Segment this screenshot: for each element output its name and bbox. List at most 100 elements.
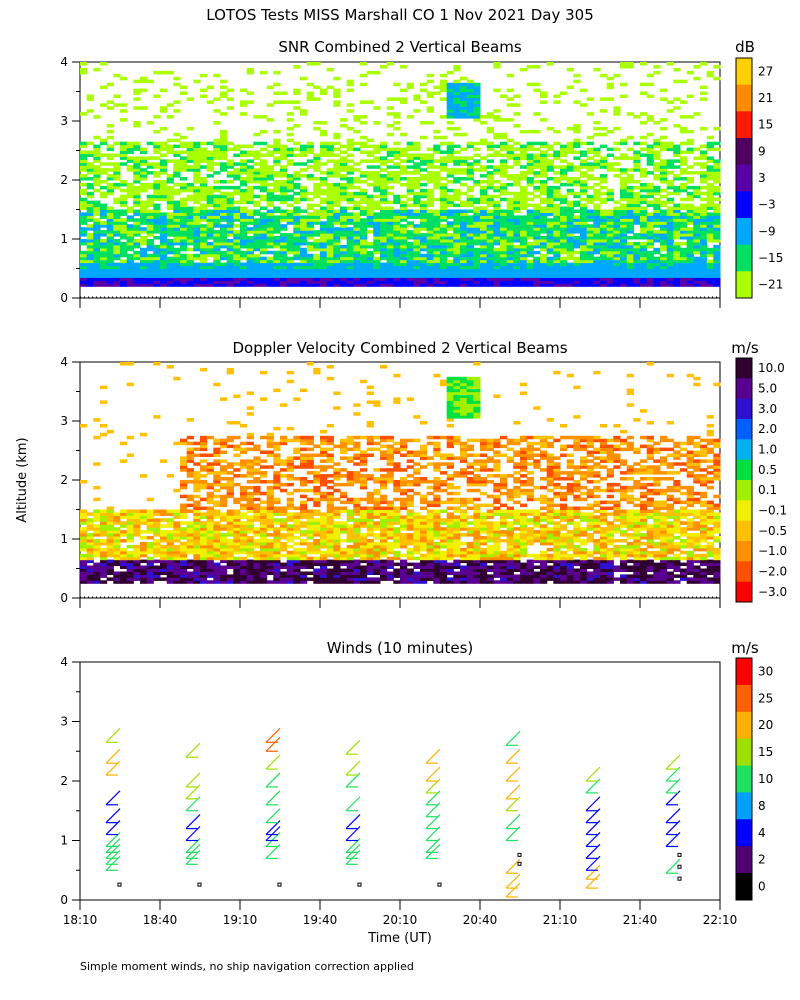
heatmap-cell: [573, 236, 581, 240]
heatmap-cell: [640, 153, 648, 157]
heatmap-cell: [333, 568, 341, 572]
heatmap-cell: [486, 233, 494, 237]
heatmap-cell: [460, 241, 468, 246]
heatmap-cell: [186, 283, 194, 287]
heatmap-cell: [186, 565, 194, 569]
heatmap-cell: [513, 277, 521, 281]
heatmap-cell: [186, 97, 194, 101]
heatmap-cell: [466, 244, 474, 249]
heatmap-cell: [526, 230, 534, 234]
heatmap-cell: [620, 277, 628, 281]
heatmap-cell: [500, 94, 508, 98]
heatmap-cell: [333, 577, 341, 581]
heatmap-cell: [586, 239, 594, 243]
heatmap-cell: [673, 227, 681, 231]
heatmap-cell: [540, 239, 548, 243]
heatmap-cell: [160, 256, 168, 261]
heatmap-cell: [506, 73, 514, 78]
heatmap-cell: [700, 97, 708, 101]
heatmap-cell: [200, 233, 208, 237]
heatmap-cell: [333, 247, 341, 252]
heatmap-cell: [180, 239, 188, 243]
heatmap-cell: [180, 271, 188, 275]
heatmap-cell: [620, 283, 628, 287]
heatmap-cell: [380, 185, 388, 190]
heatmap-cell: [413, 571, 421, 575]
heatmap-cell: [113, 277, 121, 281]
heatmap-cell: [600, 236, 608, 240]
heatmap-cell: [133, 159, 141, 163]
heatmap-cell: [480, 218, 488, 222]
heatmap-cell: [420, 577, 428, 581]
heatmap-cell: [266, 182, 274, 187]
heatmap-cell: [573, 268, 581, 272]
heatmap-cell: [280, 233, 288, 237]
heatmap-cell: [180, 580, 188, 584]
heatmap-cell: [500, 577, 508, 581]
heatmap-cell: [606, 85, 614, 90]
heatmap-cell: [180, 150, 188, 154]
heatmap-cell: [386, 562, 394, 567]
heatmap-cell: [713, 233, 721, 237]
heatmap-cell: [533, 147, 541, 152]
heatmap-cell: [273, 82, 281, 87]
heatmap-cell: [326, 283, 334, 287]
heatmap-cell: [460, 556, 468, 561]
heatmap-cell: [200, 271, 208, 275]
heatmap-cell: [600, 571, 608, 575]
heatmap-cell: [120, 265, 128, 270]
heatmap-cell: [186, 144, 194, 149]
heatmap-cell: [253, 568, 261, 572]
heatmap-cell: [686, 180, 694, 184]
heatmap-cell: [440, 259, 448, 264]
heatmap-cell: [553, 271, 561, 275]
heatmap-cell: [593, 274, 601, 278]
heatmap-cell: [453, 88, 461, 93]
heatmap-cell: [213, 230, 221, 234]
heatmap-cell: [486, 568, 494, 572]
heatmap-cell: [240, 565, 248, 569]
heatmap-cell: [240, 236, 248, 240]
heatmap-cell: [380, 191, 388, 196]
heatmap-cell: [86, 250, 94, 255]
heatmap-cell: [240, 574, 248, 578]
heatmap-cell: [640, 277, 648, 281]
heatmap-cell: [420, 215, 428, 219]
heatmap-cell: [560, 171, 568, 175]
heatmap-cell: [713, 126, 721, 131]
heatmap-cell: [333, 191, 341, 196]
heatmap-cell: [240, 227, 248, 231]
heatmap-cell: [620, 215, 628, 219]
heatmap-cell: [320, 191, 328, 196]
heatmap-cell: [353, 580, 361, 584]
heatmap-cell: [140, 230, 148, 234]
heatmap-cell: [500, 250, 508, 255]
heatmap-cell: [300, 247, 308, 252]
heatmap-cell: [126, 182, 134, 187]
heatmap-cell: [306, 227, 314, 231]
heatmap-cell: [173, 565, 181, 569]
heatmap-cell: [253, 168, 261, 172]
heatmap-cell: [646, 244, 654, 249]
heatmap-cell: [706, 141, 714, 146]
heatmap-cell: [193, 221, 201, 225]
heatmap-cell: [706, 559, 714, 564]
heatmap-cell: [506, 253, 514, 258]
heatmap-cell: [440, 150, 448, 154]
heatmap-cell: [633, 568, 641, 572]
heatmap-cell: [260, 182, 268, 187]
heatmap-cell: [700, 224, 708, 228]
heatmap-cell: [460, 265, 468, 270]
heatmap-cell: [446, 233, 454, 237]
heatmap-cell: [126, 559, 134, 564]
heatmap-cell: [213, 256, 221, 261]
heatmap-cell: [333, 221, 341, 225]
heatmap-cell: [93, 174, 101, 178]
heatmap-cell: [673, 233, 681, 237]
heatmap-cell: [120, 580, 128, 584]
heatmap-cell: [473, 559, 481, 564]
heatmap-cell: [80, 556, 88, 561]
heatmap-cell: [413, 165, 421, 169]
heatmap-cell: [253, 218, 261, 222]
heatmap-cell: [653, 197, 661, 202]
